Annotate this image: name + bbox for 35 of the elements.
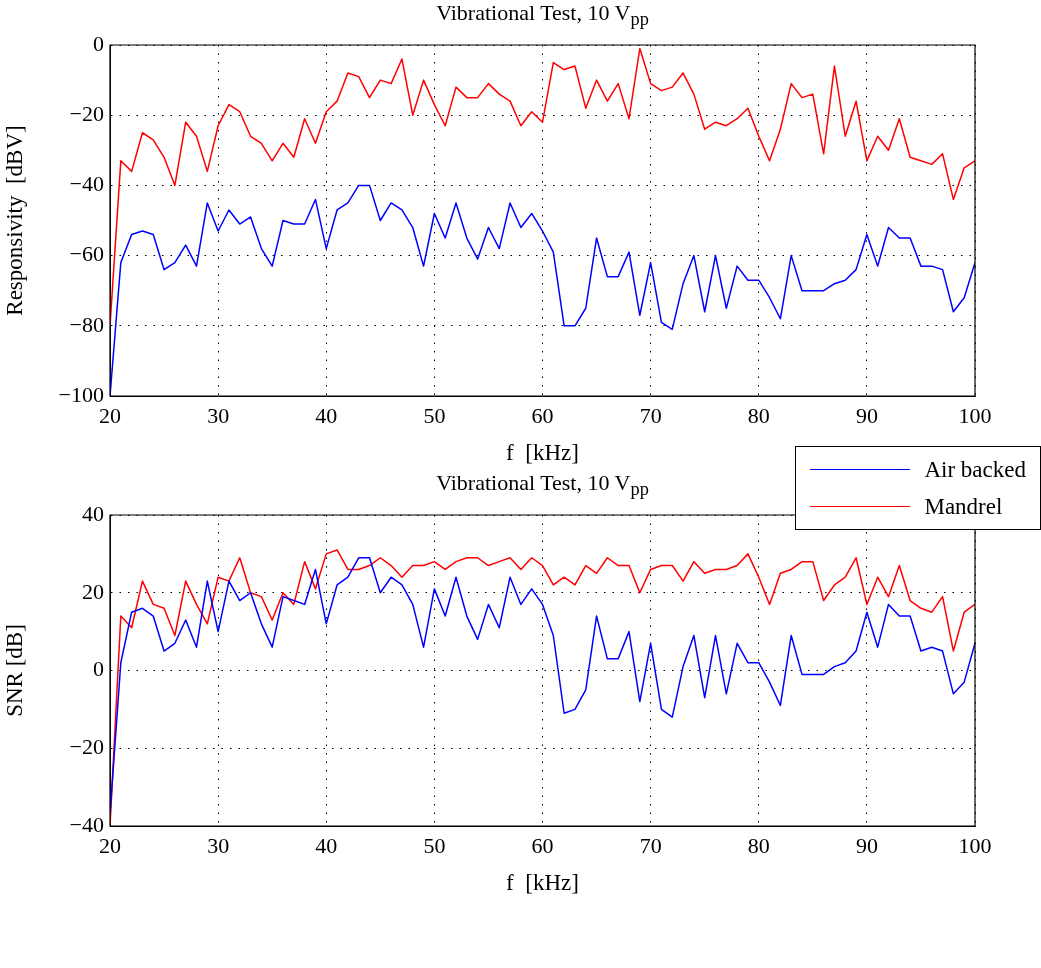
x-tick-label: 50 — [423, 402, 446, 428]
y-axis-title: Responsivity [dBV] — [1, 125, 27, 316]
y-tick-label: −100 — [58, 381, 104, 407]
y-axis-title: SNR [dB] — [1, 624, 27, 717]
x-axis-title: f [kHz] — [506, 870, 579, 896]
y-tick-label: −20 — [69, 100, 104, 126]
x-tick-label: 40 — [315, 832, 338, 858]
x-tick-label: 30 — [207, 402, 230, 428]
y-tick-label: −20 — [69, 734, 104, 760]
y-tick-label: 40 — [82, 500, 104, 526]
x-tick-label: 70 — [639, 832, 662, 858]
x-tick-label: 90 — [855, 402, 878, 428]
x-tick-label: 60 — [531, 832, 554, 858]
y-tick-label: −80 — [69, 311, 104, 337]
y-tick-label: 20 — [82, 578, 104, 604]
x-tick-label: 50 — [423, 832, 446, 858]
x-tick-label: 40 — [315, 402, 338, 428]
y-tick-label: 0 — [93, 30, 104, 56]
x-tick-label: 100 — [958, 832, 992, 858]
x-tick-label: 90 — [855, 832, 878, 858]
x-tick-label: 80 — [747, 402, 770, 428]
y-tick-label: −40 — [69, 811, 104, 837]
x-tick-label: 80 — [747, 832, 770, 858]
x-tick-label: 30 — [207, 832, 230, 858]
legend-label: Mandrel — [924, 493, 1003, 520]
x-tick-label: 70 — [639, 402, 662, 428]
chart-title: Vibrational Test, 10 V$_{pp}$ — [436, 470, 649, 500]
x-axis-title: f [kHz] — [506, 440, 579, 466]
y-tick-label: 0 — [93, 656, 104, 682]
x-tick-label: 60 — [531, 402, 554, 428]
y-tick-label: −60 — [69, 241, 104, 267]
y-tick-label: −40 — [69, 171, 104, 197]
chart-title: Vibrational Test, 10 V$_{pp}$ — [435, 0, 650, 31]
x-tick-label: 100 — [958, 402, 992, 428]
legend-label: Air backed — [924, 456, 1026, 483]
